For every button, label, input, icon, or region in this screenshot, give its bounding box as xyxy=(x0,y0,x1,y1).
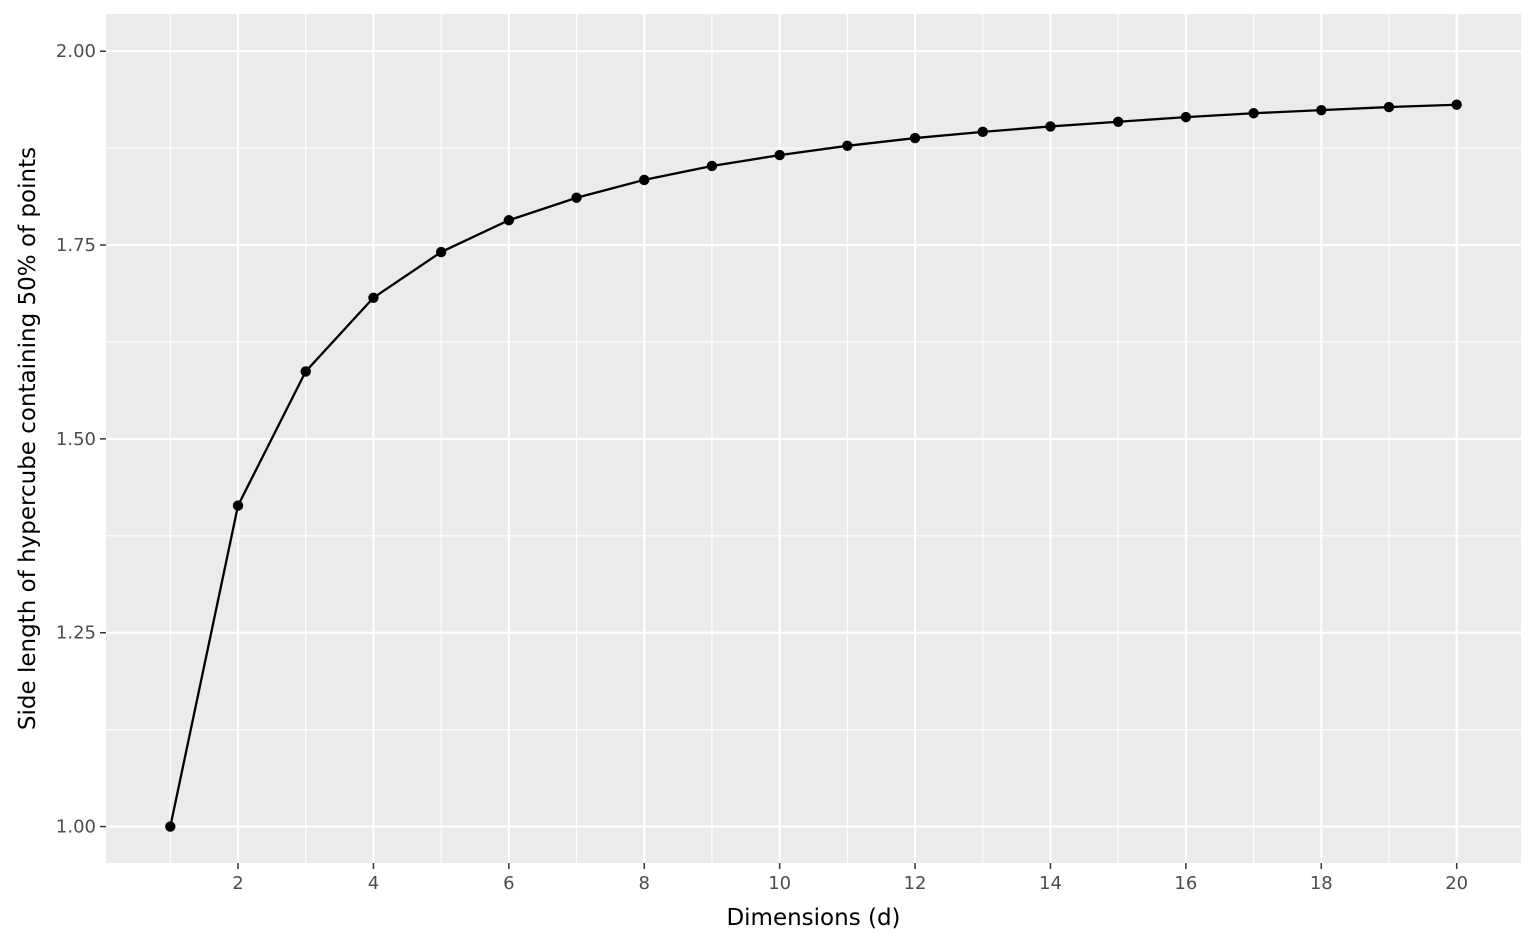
y-axis: 1.00 1.25 1.50 1.75 2.00 xyxy=(56,41,106,838)
data-point xyxy=(1451,99,1462,110)
data-point xyxy=(571,192,582,203)
x-tick-label: 2 xyxy=(232,873,243,894)
y-tick-label: 1.75 xyxy=(56,235,96,256)
y-tick-label: 1.50 xyxy=(56,429,96,450)
data-point xyxy=(1112,116,1124,127)
x-tick-label: 8 xyxy=(639,873,650,894)
data-point xyxy=(368,292,379,303)
x-axis-title: Dimensions (d) xyxy=(726,905,900,931)
data-point xyxy=(909,132,921,144)
y-tick-label: 1.00 xyxy=(56,817,96,838)
grid xyxy=(106,14,1521,863)
x-tick-label: 12 xyxy=(904,873,927,894)
data-point xyxy=(639,174,650,186)
x-tick-label: 18 xyxy=(1310,873,1333,894)
data-point xyxy=(435,246,447,258)
x-tick-label: 6 xyxy=(503,873,514,894)
data-point xyxy=(1316,104,1327,116)
series xyxy=(165,99,1462,832)
data-point xyxy=(1045,121,1056,132)
data-point xyxy=(1383,101,1395,113)
data-point xyxy=(842,140,853,152)
x-tick-label: 4 xyxy=(368,873,379,894)
data-point xyxy=(774,149,785,161)
data-point xyxy=(1248,108,1259,119)
data-point xyxy=(232,500,244,511)
y-tick-label: 1.25 xyxy=(56,623,96,644)
y-tick-label: 2.00 xyxy=(56,41,96,62)
series-line xyxy=(169,103,1457,827)
x-tick-label: 16 xyxy=(1174,873,1197,894)
x-tick-label: 20 xyxy=(1445,873,1468,894)
data-point xyxy=(503,215,515,226)
y-axis-title: Side length of hypercube containing 50% … xyxy=(15,147,41,730)
x-tick-label: 14 xyxy=(1039,873,1062,894)
data-point xyxy=(706,160,718,172)
data-point xyxy=(1180,111,1192,123)
data-point xyxy=(977,126,988,138)
x-tick-label: 10 xyxy=(768,873,791,894)
data-point xyxy=(165,821,176,832)
x-axis: 2 4 6 8 10 12 14 16 18 20 xyxy=(232,863,1468,894)
data-point xyxy=(300,366,311,377)
